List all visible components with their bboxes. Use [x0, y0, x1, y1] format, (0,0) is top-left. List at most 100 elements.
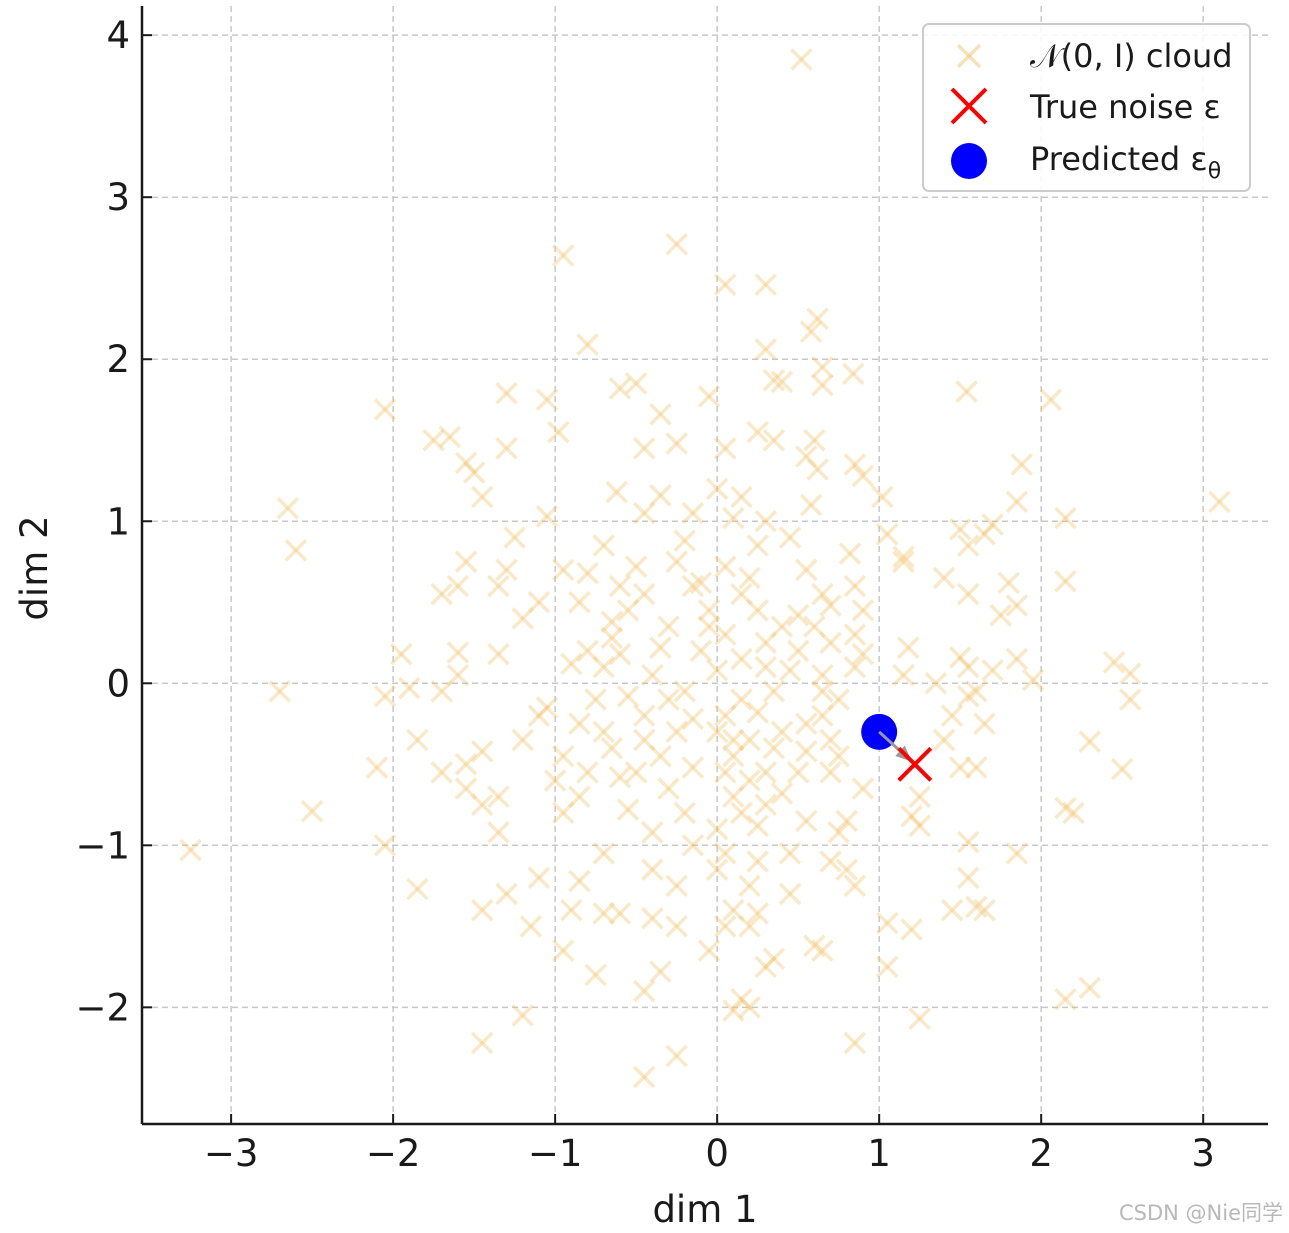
cloud-point-stroke — [1005, 594, 1029, 617]
cloud-point-stroke — [1119, 688, 1142, 711]
cloud-point-stroke — [843, 453, 867, 476]
cloud-point-stroke — [754, 510, 777, 533]
cloud-point-stroke — [762, 369, 786, 392]
cloud-point-stroke — [806, 307, 829, 330]
cloud-point — [989, 603, 1012, 627]
cloud-point-stroke — [957, 830, 980, 854]
cloud-point — [842, 362, 865, 386]
cloud-point-stroke — [681, 756, 705, 779]
cloud-point-stroke — [957, 866, 980, 889]
cloud-point-stroke — [657, 777, 680, 800]
cloud-point-stroke — [819, 728, 842, 752]
cloud-point — [665, 874, 688, 898]
cloud-point-stroke — [851, 777, 875, 800]
cloud-point — [681, 707, 705, 731]
cloud-point — [406, 877, 429, 901]
cloud-point-stroke — [641, 858, 664, 881]
cloud-point — [1119, 662, 1142, 685]
cloud-point-stroke — [527, 591, 551, 614]
cloud-point-stroke — [795, 740, 818, 763]
cloud-point-stroke — [616, 599, 640, 622]
cloud-point-stroke — [948, 756, 972, 779]
cloud-point — [649, 636, 672, 659]
cloud-point-stroke — [871, 485, 894, 509]
cloud-point — [965, 680, 988, 703]
cloud-point-stroke — [470, 485, 494, 509]
cloud-point-stroke — [560, 652, 583, 676]
cloud-point-stroke — [600, 736, 624, 760]
cloud-point-stroke — [778, 526, 802, 549]
cloud-point — [799, 320, 823, 343]
cloud-point-stroke — [535, 388, 559, 411]
cloud-point-stroke — [811, 939, 834, 962]
cloud-point — [738, 728, 761, 752]
cloud-point-stroke — [762, 947, 786, 970]
cloud-point-stroke — [592, 902, 615, 925]
cloud-point — [770, 782, 794, 805]
cloud-point-stroke — [560, 652, 583, 676]
cloud-point — [616, 599, 640, 622]
cloud-point-stroke — [422, 429, 445, 452]
cloud-point — [754, 761, 777, 784]
cloud-point — [1110, 757, 1134, 781]
cloud-point — [811, 704, 834, 727]
cloud-point-stroke — [1005, 647, 1029, 671]
cloud-point — [446, 574, 470, 598]
cloud-point-stroke — [803, 615, 826, 638]
cloud-point — [495, 882, 518, 906]
cloud-point-stroke — [470, 898, 494, 922]
cloud-point-stroke — [965, 680, 988, 703]
cloud-point — [430, 761, 453, 784]
cloud-point-stroke — [430, 680, 453, 703]
cloud-point-stroke — [754, 273, 777, 296]
cloud-point — [714, 555, 737, 578]
cloud-point-stroke — [730, 988, 753, 1011]
cloud-point — [957, 534, 980, 557]
cloud-point — [843, 453, 867, 476]
cloud-point-stroke — [722, 728, 745, 752]
cloud-point-stroke — [730, 801, 753, 825]
cloud-point — [697, 939, 721, 962]
cloud-point-stroke — [527, 866, 551, 889]
cloud-point-stroke — [948, 756, 972, 779]
y-tick-label: 0 — [106, 662, 130, 705]
cloud-point-stroke — [551, 939, 575, 962]
cloud-point-stroke — [770, 615, 794, 638]
cloud-point — [1054, 569, 1077, 593]
cloud-point-stroke — [746, 814, 769, 838]
cloud-point-stroke — [641, 821, 664, 844]
cloud-point — [1005, 594, 1029, 617]
cloud-point-stroke — [1078, 976, 1102, 1000]
cloud-point — [568, 712, 591, 736]
cloud-point — [778, 526, 802, 549]
cloud-point — [470, 898, 494, 922]
cloud-point-stroke — [989, 603, 1012, 627]
cloud-point — [892, 663, 915, 687]
cloud-point-stroke — [819, 761, 842, 784]
cloud-point-stroke — [673, 801, 696, 825]
cloud-point — [641, 663, 664, 687]
cloud-point — [470, 793, 494, 817]
cloud-point-stroke — [795, 445, 818, 468]
cloud-point — [714, 915, 737, 938]
cloud-point-stroke — [568, 712, 591, 736]
cloud-point — [560, 652, 583, 676]
cloud-point — [908, 1007, 931, 1030]
cloud-point — [547, 420, 570, 444]
cloud-point — [806, 458, 829, 481]
cloud-point-stroke — [876, 911, 899, 935]
cloud-point — [584, 963, 607, 987]
cloud-point — [1005, 647, 1029, 671]
cloud-point — [592, 902, 615, 925]
cloud-point — [673, 529, 696, 552]
cloud-point-stroke — [568, 869, 591, 893]
cloud-point — [957, 830, 980, 854]
cloud-point-stroke — [754, 338, 777, 361]
cloud-point — [665, 550, 688, 573]
cloud-point-stroke — [535, 505, 559, 528]
cloud-point-stroke — [705, 858, 729, 881]
cloud-point-stroke — [738, 566, 761, 590]
cloud-point-stroke — [957, 655, 980, 679]
cloud-point-stroke — [811, 704, 834, 727]
cloud-point-stroke — [649, 484, 672, 507]
